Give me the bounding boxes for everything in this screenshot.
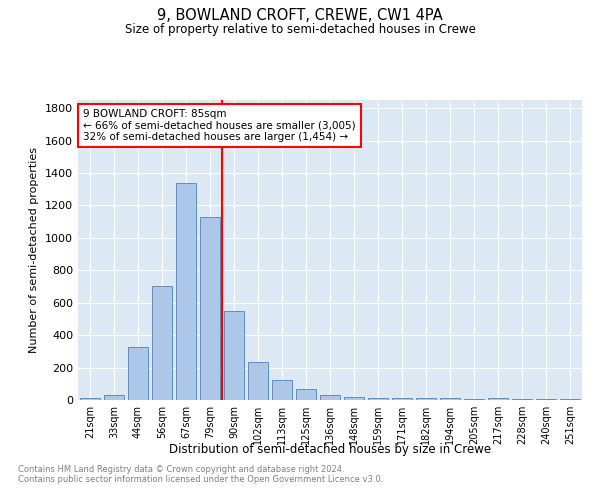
Bar — [80, 398, 100, 400]
Bar — [512, 399, 532, 400]
Bar — [368, 398, 388, 400]
Text: 9 BOWLAND CROFT: 85sqm
← 66% of semi-detached houses are smaller (3,005)
32% of : 9 BOWLAND CROFT: 85sqm ← 66% of semi-det… — [83, 109, 356, 142]
Bar — [488, 398, 508, 400]
Bar — [344, 397, 364, 400]
Y-axis label: Number of semi-detached properties: Number of semi-detached properties — [29, 147, 40, 353]
Bar — [416, 398, 436, 400]
Bar — [272, 380, 292, 400]
Bar — [392, 398, 412, 400]
Bar — [464, 399, 484, 400]
Text: Distribution of semi-detached houses by size in Crewe: Distribution of semi-detached houses by … — [169, 442, 491, 456]
Bar — [104, 395, 124, 400]
Text: Size of property relative to semi-detached houses in Crewe: Size of property relative to semi-detach… — [125, 22, 475, 36]
Bar — [320, 395, 340, 400]
Bar — [176, 182, 196, 400]
Bar — [440, 398, 460, 400]
Text: 9, BOWLAND CROFT, CREWE, CW1 4PA: 9, BOWLAND CROFT, CREWE, CW1 4PA — [157, 8, 443, 22]
Bar — [560, 399, 580, 400]
Text: Contains HM Land Registry data © Crown copyright and database right 2024.: Contains HM Land Registry data © Crown c… — [18, 466, 344, 474]
Bar — [536, 399, 556, 400]
Bar — [224, 311, 244, 400]
Bar — [248, 362, 268, 400]
Bar — [296, 390, 316, 400]
Bar — [128, 348, 148, 400]
Bar — [152, 286, 172, 400]
Text: Contains public sector information licensed under the Open Government Licence v3: Contains public sector information licen… — [18, 476, 383, 484]
Bar — [200, 217, 220, 400]
